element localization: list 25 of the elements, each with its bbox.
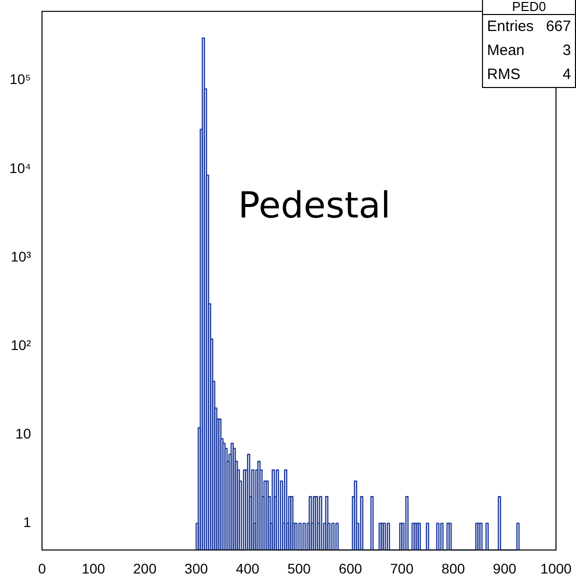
- y-tick-label: 10⁵: [10, 71, 31, 88]
- x-tick-label: 600: [338, 560, 362, 576]
- y-tick-label: 10: [15, 426, 32, 442]
- x-tick-label: 300: [184, 560, 208, 576]
- text: 4: [562, 65, 571, 85]
- annotation: Mean: [487, 41, 525, 61]
- annotation: Entries: [487, 17, 534, 37]
- x-tick-label: 1000: [540, 560, 572, 576]
- y-tick-label: 10³: [10, 248, 32, 264]
- text: 3: [562, 41, 571, 61]
- x-tick-label: 500: [287, 560, 311, 576]
- annotation: RMS: [487, 65, 520, 85]
- x-tick-label: 700: [390, 560, 414, 576]
- annotation: 667: [546, 17, 571, 37]
- y-tick-label: 10⁴: [9, 160, 31, 176]
- x-tick-label: 200: [133, 560, 157, 576]
- x-tick-label: 0: [38, 560, 46, 576]
- y-tick-label: 10²: [10, 336, 32, 353]
- y-tick-label: 1: [23, 514, 32, 530]
- x-tick-label: 800: [442, 560, 466, 576]
- annotation: Pedestal: [238, 185, 391, 226]
- x-tick-label: 100: [82, 560, 106, 576]
- x-tick-label: 900: [492, 560, 516, 576]
- x-tick-label: 400: [236, 560, 260, 576]
- annotation: PED0: [483, 0, 575, 15]
